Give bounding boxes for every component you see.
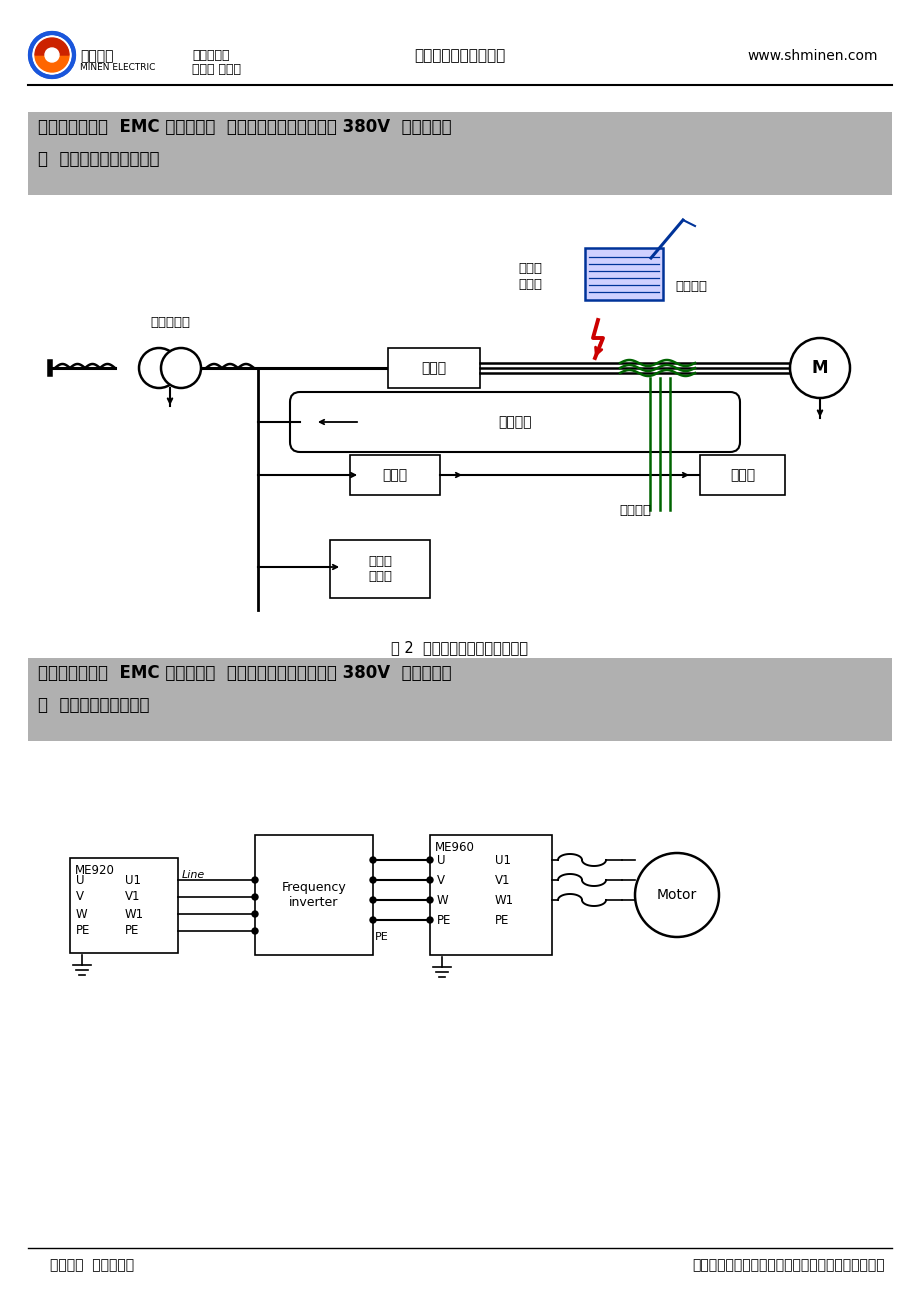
Circle shape xyxy=(161,348,200,388)
Circle shape xyxy=(369,878,376,883)
Text: 感应干扰: 感应干扰 xyxy=(618,504,651,517)
Text: M: M xyxy=(811,359,827,378)
Text: PE: PE xyxy=(76,924,90,937)
Text: 销  变频器干扰范围图示。: 销 变频器干扰范围图示。 xyxy=(38,150,159,168)
Circle shape xyxy=(252,928,257,934)
Text: 传导干扰: 传导干扰 xyxy=(498,415,531,428)
Text: 变频器: 变频器 xyxy=(421,361,446,375)
Text: V1: V1 xyxy=(494,874,510,887)
Text: 变频器专用滤波器系列: 变频器专用滤波器系列 xyxy=(414,48,505,64)
Text: PE: PE xyxy=(125,924,139,937)
Circle shape xyxy=(252,911,257,917)
Text: Frequency: Frequency xyxy=(281,880,346,893)
Text: W1: W1 xyxy=(125,907,144,921)
Text: 六、云南滤波器  EMC 输入滤波器  变频器专滤波器三相三线 380V  民恩厂家直: 六、云南滤波器 EMC 输入滤波器 变频器专滤波器三相三线 380V 民恩厂家直 xyxy=(38,664,451,682)
Text: W: W xyxy=(437,893,448,906)
Text: 传感器: 传感器 xyxy=(729,467,754,482)
Text: PE: PE xyxy=(494,914,509,927)
Circle shape xyxy=(252,878,257,883)
Text: W1: W1 xyxy=(494,893,514,906)
Text: W: W xyxy=(76,907,87,921)
Text: V: V xyxy=(76,891,84,904)
Bar xyxy=(255,835,372,954)
Text: 专业供应商: 专业供应商 xyxy=(192,49,229,62)
Circle shape xyxy=(369,857,376,863)
Bar xyxy=(349,454,439,495)
Bar xyxy=(330,540,429,598)
Text: 如有需要请您联系《上海民恩电气有限公司》咨询！: 如有需要请您联系《上海民恩电气有限公司》咨询！ xyxy=(692,1258,884,1272)
Text: 放大器: 放大器 xyxy=(382,467,407,482)
Text: www.shminen.com: www.shminen.com xyxy=(746,49,877,62)
Text: ME920: ME920 xyxy=(75,865,115,878)
Circle shape xyxy=(426,878,433,883)
Circle shape xyxy=(426,897,433,904)
Circle shape xyxy=(30,33,74,77)
Bar xyxy=(584,247,663,299)
Circle shape xyxy=(426,917,433,923)
Text: V1: V1 xyxy=(125,891,141,904)
Circle shape xyxy=(789,339,849,398)
Text: 其他电
子电路: 其他电 子电路 xyxy=(368,555,391,583)
Text: 民恩电气: 民恩电气 xyxy=(80,49,113,62)
Circle shape xyxy=(426,857,433,863)
Text: 电抗器 滤波器: 电抗器 滤波器 xyxy=(192,62,241,76)
Circle shape xyxy=(369,897,376,904)
Text: ME960: ME960 xyxy=(435,841,474,854)
Text: U: U xyxy=(437,854,445,867)
Text: 接收机: 接收机 xyxy=(517,277,541,290)
Text: 无线电: 无线电 xyxy=(517,262,541,275)
Bar xyxy=(70,858,177,953)
Circle shape xyxy=(369,917,376,923)
Circle shape xyxy=(634,853,719,937)
Text: 民恩制造  扬民族品牌: 民恩制造 扬民族品牌 xyxy=(50,1258,134,1272)
Circle shape xyxy=(252,894,257,900)
Circle shape xyxy=(45,48,59,62)
Text: 五、云南滤波器  EMC 输入滤波器  变频器专滤波器三相三线 380V  民恩厂家直: 五、云南滤波器 EMC 输入滤波器 变频器专滤波器三相三线 380V 民恩厂家直 xyxy=(38,118,451,135)
Circle shape xyxy=(139,348,179,388)
Text: 辐射干扰: 辐射干扰 xyxy=(675,280,706,293)
Text: PE: PE xyxy=(375,932,389,943)
Bar xyxy=(388,348,480,388)
Bar xyxy=(28,658,891,741)
Bar xyxy=(28,112,891,195)
Text: U1: U1 xyxy=(125,874,141,887)
Text: Line: Line xyxy=(182,870,205,880)
Text: Motor: Motor xyxy=(656,888,697,902)
Text: inverter: inverter xyxy=(289,897,338,910)
FancyBboxPatch shape xyxy=(289,392,739,452)
Text: V: V xyxy=(437,874,445,887)
Text: U: U xyxy=(76,874,85,887)
Text: PE: PE xyxy=(437,914,451,927)
Text: MINEN ELECTRIC: MINEN ELECTRIC xyxy=(80,62,155,72)
Bar xyxy=(699,454,784,495)
Text: U1: U1 xyxy=(494,854,510,867)
Bar xyxy=(429,835,551,954)
Wedge shape xyxy=(35,55,69,72)
Text: 销  滤波器安装接线图。: 销 滤波器安装接线图。 xyxy=(38,697,150,713)
Text: 电源变压器: 电源变压器 xyxy=(150,315,190,328)
Wedge shape xyxy=(35,38,69,55)
Text: 图 2  变频器输出侧谐波干扰途径: 图 2 变频器输出侧谐波干扰途径 xyxy=(391,641,528,655)
